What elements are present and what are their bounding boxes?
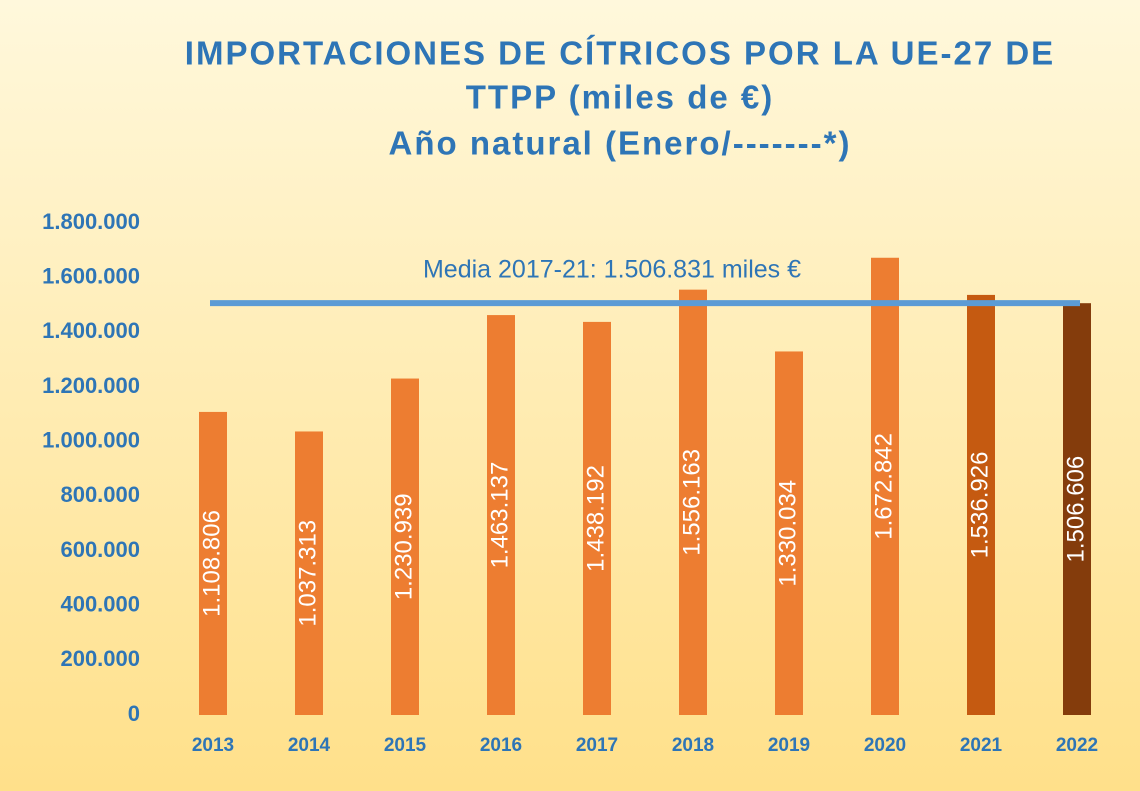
value-label: 1.037.313 [294, 520, 321, 627]
y-tick-label: 1.400.000 [42, 318, 140, 343]
value-label: 1.330.034 [774, 480, 801, 587]
value-label: 1.108.806 [198, 510, 225, 617]
x-tick-label: 2021 [960, 735, 1003, 756]
value-label: 1.230.939 [390, 493, 417, 600]
x-tick-label: 2020 [864, 735, 906, 756]
bar [583, 321, 611, 715]
y-tick-label: 800.000 [60, 482, 140, 507]
bar [487, 315, 515, 715]
y-tick-label: 1.600.000 [42, 263, 140, 288]
bar [295, 431, 323, 715]
chart-title: IMPORTACIONES DE CÍTRICOS POR LA UE-27 D… [185, 35, 1055, 72]
bar [391, 378, 419, 715]
value-label: 1.506.606 [1062, 456, 1089, 563]
y-tick-label: 600.000 [60, 537, 140, 562]
bar [775, 351, 803, 715]
bar [679, 289, 707, 715]
y-tick-label: 400.000 [60, 591, 140, 616]
y-tick-label: 1.000.000 [42, 427, 140, 452]
bar [871, 257, 899, 715]
y-tick-label: 200.000 [60, 646, 140, 671]
chart-title: TTPP (miles de €) [466, 79, 774, 116]
x-tick-label: 2017 [576, 735, 618, 756]
x-tick-label: 2015 [384, 735, 427, 756]
value-label: 1.672.842 [870, 433, 897, 540]
value-label: 1.536.926 [966, 452, 993, 559]
x-tick-label: 2014 [288, 735, 331, 756]
y-tick-label: 0 [128, 701, 140, 726]
x-tick-label: 2019 [768, 735, 810, 756]
value-label: 1.556.163 [678, 449, 705, 556]
value-label: 1.438.192 [582, 465, 609, 572]
bar [1063, 303, 1091, 715]
y-tick-label: 1.800.000 [42, 209, 140, 234]
y-tick-label: 1.200.000 [42, 373, 140, 398]
annotation: Media 2017-21: 1.506.831 miles € [423, 256, 801, 284]
x-tick-label: 2022 [1056, 735, 1098, 756]
chart-title: Año natural (Enero/-------*) [389, 125, 852, 162]
value-label: 1.463.137 [486, 462, 513, 569]
x-tick-label: 2016 [480, 735, 522, 756]
x-tick-label: 2013 [192, 735, 234, 756]
bar [967, 294, 995, 715]
x-tick-label: 2018 [672, 735, 714, 756]
bar [199, 411, 227, 715]
